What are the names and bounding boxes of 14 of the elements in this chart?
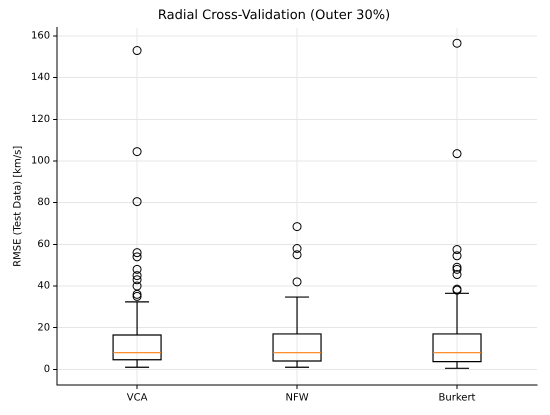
y-tick-label: 20 — [37, 322, 50, 334]
y-tick-label: 140 — [30, 72, 50, 84]
y-tick-label: 40 — [37, 280, 50, 292]
chart-title: Radial Cross-Validation (Outer 30%) — [158, 8, 390, 24]
y-tick-label: 80 — [37, 197, 50, 208]
y-tick-label: 100 — [30, 156, 50, 167]
x-tick-label: Burkert — [438, 392, 476, 404]
y-axis-title: RMSE (Test Data) [km/s] — [12, 146, 24, 267]
x-tick-label: NFW — [285, 392, 309, 404]
y-tick-label: 120 — [30, 114, 50, 125]
x-tick-label: VCA — [126, 392, 148, 404]
y-tick-label: 0 — [44, 364, 50, 375]
y-tick-label: 160 — [30, 30, 50, 42]
y-tick-label: 60 — [37, 238, 50, 250]
